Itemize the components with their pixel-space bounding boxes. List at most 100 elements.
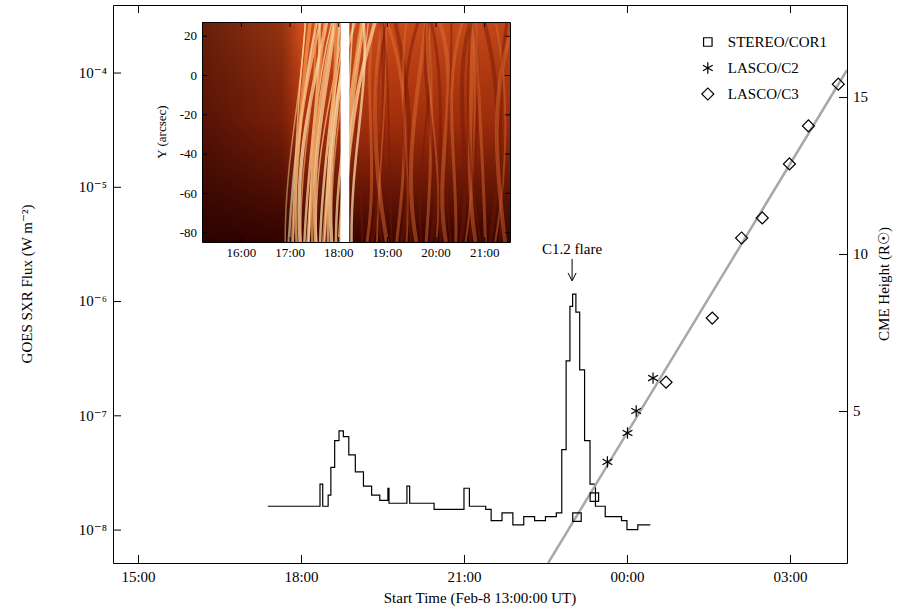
tick-mark xyxy=(387,22,388,27)
tick-mark xyxy=(839,254,847,255)
axis: 51015 xyxy=(839,6,868,564)
tick-label: -20 xyxy=(180,107,197,122)
axis xyxy=(114,5,848,13)
tick-label: 00:00 xyxy=(610,569,644,585)
tick xyxy=(301,5,302,13)
tick-label: 21:00 xyxy=(447,569,481,585)
tick: 20:00 xyxy=(421,237,451,260)
tick: -60 xyxy=(180,186,207,201)
axis-line xyxy=(113,6,114,564)
tick xyxy=(505,193,510,194)
tick xyxy=(484,22,485,27)
axis-title: Start Time (Feb-8 13:00:00 UT) xyxy=(384,590,577,607)
tick-mark xyxy=(627,5,628,13)
tick-label: 03:00 xyxy=(773,569,807,585)
tick-label: 15 xyxy=(853,89,868,105)
tick xyxy=(627,5,628,13)
axis: 16:00 17:00 18:00 19:00 20:00 21:00 xyxy=(203,237,511,260)
data-point xyxy=(573,513,581,521)
tick xyxy=(290,22,291,27)
tick-label: 10⁻⁵ xyxy=(79,179,107,195)
data-point xyxy=(631,405,641,416)
tick xyxy=(338,22,339,27)
tick-mark xyxy=(301,5,302,13)
axis-line xyxy=(114,5,848,6)
annotation-arrowhead xyxy=(568,273,576,281)
tick-mark xyxy=(202,114,207,115)
tick: 21:00 xyxy=(470,237,500,260)
tick-mark xyxy=(301,555,302,563)
axis: 10⁻⁸10⁻⁷10⁻⁶10⁻⁵10⁻⁴ xyxy=(79,6,121,564)
axis-line xyxy=(203,22,511,23)
tick: 10⁻⁴ xyxy=(79,65,121,81)
tick-mark xyxy=(338,22,339,27)
tick: 21:00 xyxy=(447,555,481,585)
tick-mark xyxy=(464,555,465,563)
legend: STEREO/COR1LASCO/C2LASCO/C3 xyxy=(702,34,827,102)
legend-label: STEREO/COR1 xyxy=(728,34,827,50)
tick-mark xyxy=(484,237,485,242)
tick: 10⁻⁷ xyxy=(79,408,121,424)
axis-title: CME Height (R☉) xyxy=(876,227,893,341)
tick-mark xyxy=(436,237,437,242)
tick-mark xyxy=(338,237,339,242)
tick xyxy=(505,154,510,155)
data-line xyxy=(268,294,650,529)
tick: 15 xyxy=(839,89,868,105)
tick-mark xyxy=(241,237,242,242)
tick-mark xyxy=(241,22,242,27)
tick: 18:00 xyxy=(324,237,354,260)
tick-label: 10⁻⁴ xyxy=(79,65,107,81)
annotation-arrow xyxy=(572,259,573,280)
inset-shade xyxy=(202,22,510,242)
tick-label: 19:00 xyxy=(373,245,403,260)
axis-line xyxy=(510,23,511,243)
tick-mark xyxy=(839,97,847,98)
tick xyxy=(387,22,388,27)
tick-label: 21:00 xyxy=(470,245,500,260)
tick: 15:00 xyxy=(121,555,155,585)
data-point xyxy=(736,232,748,244)
tick-mark xyxy=(138,5,139,13)
data-point xyxy=(783,158,795,170)
tick-mark xyxy=(113,301,121,302)
legend-symbol xyxy=(703,62,713,73)
data-point xyxy=(832,78,844,90)
tick-mark xyxy=(505,114,510,115)
tick-label: 20 xyxy=(184,28,197,43)
inset-gap xyxy=(341,22,350,242)
legend-symbol xyxy=(704,38,712,46)
tick: 00:00 xyxy=(610,555,644,585)
tick-label: 10⁻⁸ xyxy=(79,522,107,538)
tick: 03:00 xyxy=(773,555,807,585)
tick-label: -40 xyxy=(180,146,197,161)
data-point xyxy=(756,212,768,224)
axis-line xyxy=(202,23,203,243)
tick-label: 16:00 xyxy=(227,245,257,260)
tick-mark xyxy=(505,75,510,76)
tick: 20 xyxy=(184,28,207,43)
tick-mark xyxy=(464,5,465,13)
chart: 15:0018:0021:0000:0003:0010⁻⁸10⁻⁷10⁻⁶10⁻… xyxy=(0,0,901,612)
axis-title: Y (arcsec) xyxy=(154,105,169,158)
data-point xyxy=(706,312,718,324)
tick-mark xyxy=(505,36,510,37)
tick xyxy=(790,5,791,13)
tick-mark xyxy=(202,36,207,37)
tick-mark xyxy=(202,75,207,76)
tick-mark xyxy=(627,555,628,563)
annotation: C1.2 flare xyxy=(542,241,602,281)
tick xyxy=(436,22,437,27)
tick: 17:00 xyxy=(275,237,305,260)
tick: 16:00 xyxy=(227,237,257,260)
tick: 0 xyxy=(191,68,208,83)
axis: 15:0018:0021:0000:0003:00 xyxy=(114,555,848,585)
tick-label: -60 xyxy=(180,186,197,201)
data-point xyxy=(802,120,814,132)
tick xyxy=(241,22,242,27)
tick-mark xyxy=(290,237,291,242)
tick xyxy=(505,232,510,233)
tick: 19:00 xyxy=(373,237,403,260)
tick-mark xyxy=(113,73,121,74)
axis-line xyxy=(203,242,511,243)
